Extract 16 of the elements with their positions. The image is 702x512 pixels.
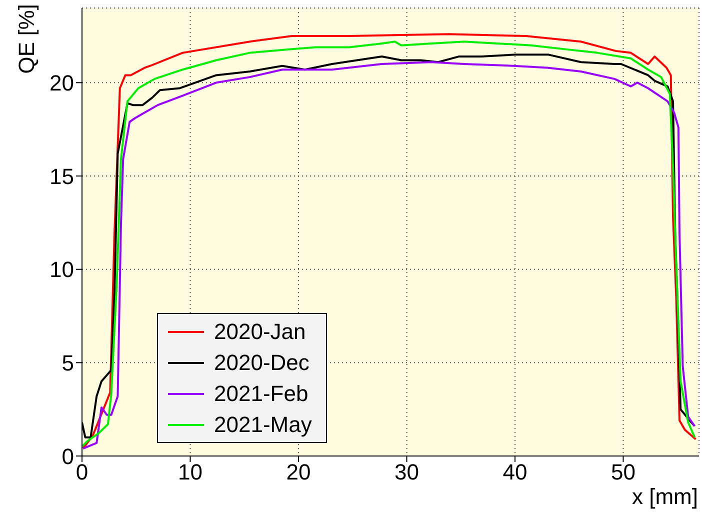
y-tick-label: 0 — [62, 444, 74, 469]
y-tick-label: 20 — [50, 70, 74, 96]
y-tick-label: 10 — [50, 257, 74, 282]
legend-label: 2021-Feb — [214, 380, 308, 406]
y-tick-label: 15 — [50, 164, 74, 189]
x-tick-label: 10 — [178, 460, 202, 485]
y-axis-title: QE [%] — [14, 4, 39, 74]
x-tick-label: 30 — [394, 460, 419, 485]
legend-label: 2021-May — [214, 412, 312, 438]
y-tick-label: 5 — [62, 350, 74, 376]
x-tick-label: 50 — [610, 460, 636, 485]
x-tick-label: 40 — [502, 460, 528, 485]
legend-label: 2020-Jan — [214, 318, 306, 344]
legend-label: 2020-Dec — [214, 350, 310, 376]
x-axis-title: x [mm] — [632, 484, 698, 509]
x-tick-label: 20 — [286, 460, 311, 485]
